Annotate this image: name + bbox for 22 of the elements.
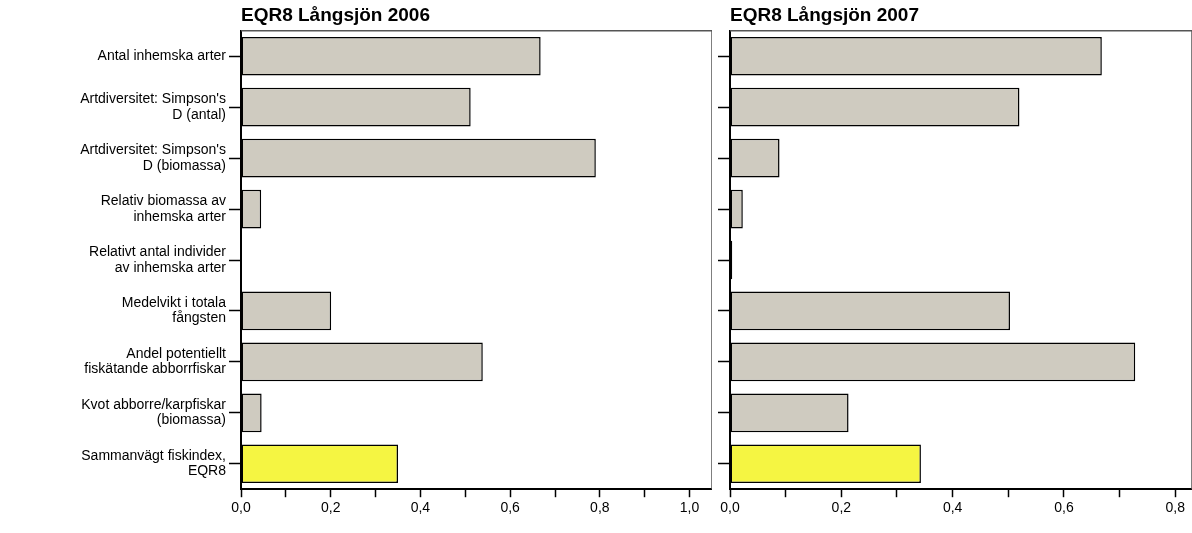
y-tick-label: Kvot abborre/karpfiskar (biomassa)	[81, 395, 227, 428]
x-tick-label: 0,4	[410, 499, 431, 516]
x-tick-label: 0,8	[590, 499, 610, 516]
x-tick-label: 0,6	[500, 499, 521, 516]
y-tick-label: Andel potentiellt fiskätande abborrfiskar	[84, 345, 227, 377]
y-tick-label: Relativt antal individer av inhemska arter	[89, 243, 227, 275]
x-tick-label: 0,4	[942, 499, 963, 516]
y-tick-label: Relativ biomassa av inhemska arter	[100, 192, 227, 224]
y-tick-label: Artdiversitet: Simpson's D (biomassa)	[80, 141, 226, 173]
y-tick-label: Antal inhemska arter	[97, 47, 227, 64]
x-tick-label: 1,0	[679, 499, 700, 516]
x-tick-label: 0,0	[231, 499, 251, 516]
chart-title: EQR8 Långsjön 2006	[241, 3, 431, 25]
y-tick-label: Artdiversitet: Simpson's D (antal)	[80, 90, 226, 122]
x-tick-label: 0,2	[831, 499, 852, 516]
y-tick-label: Medelvikt i totala fångsten	[121, 294, 227, 326]
chart-title: EQR8 Långsjön 2007	[730, 3, 920, 25]
x-tick-label: 0,2	[320, 499, 341, 516]
y-tick-label: Sammanvägt fiskindex, EQR8	[81, 446, 227, 479]
x-tick-label: 0,0	[720, 499, 740, 516]
x-tick-label: 0,8	[1165, 499, 1186, 516]
x-tick-label: 0,6	[1054, 499, 1074, 516]
